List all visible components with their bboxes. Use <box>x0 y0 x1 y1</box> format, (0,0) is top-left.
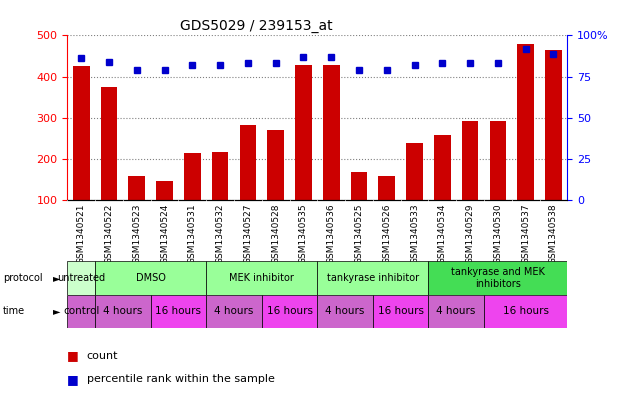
Bar <box>67 295 95 328</box>
Bar <box>484 295 567 328</box>
Bar <box>101 87 117 200</box>
Text: GSM1340528: GSM1340528 <box>271 204 280 264</box>
Text: 4 hours: 4 hours <box>214 307 254 316</box>
Text: GSM1340523: GSM1340523 <box>132 204 141 264</box>
Text: tankyrase inhibitor: tankyrase inhibitor <box>327 273 419 283</box>
Text: GSM1340537: GSM1340537 <box>521 204 530 264</box>
Bar <box>295 65 312 200</box>
Text: protocol: protocol <box>3 273 43 283</box>
Text: 4 hours: 4 hours <box>103 307 142 316</box>
Bar <box>128 176 145 200</box>
Bar <box>428 261 567 295</box>
Bar <box>151 295 206 328</box>
Bar <box>95 261 206 295</box>
Text: GSM1340521: GSM1340521 <box>77 204 86 264</box>
Text: 16 hours: 16 hours <box>503 307 549 316</box>
Text: ■: ■ <box>67 373 79 386</box>
Text: 4 hours: 4 hours <box>326 307 365 316</box>
Text: GSM1340532: GSM1340532 <box>215 204 224 264</box>
Text: untreated: untreated <box>57 273 105 283</box>
Bar <box>323 65 340 200</box>
Text: GSM1340533: GSM1340533 <box>410 204 419 264</box>
Text: time: time <box>3 307 26 316</box>
Bar <box>490 121 506 200</box>
Bar <box>212 152 228 200</box>
Text: GDS5029 / 239153_at: GDS5029 / 239153_at <box>179 19 333 33</box>
Text: percentile rank within the sample: percentile rank within the sample <box>87 374 274 384</box>
Text: GSM1340529: GSM1340529 <box>465 204 474 264</box>
Text: MEK inhibitor: MEK inhibitor <box>229 273 294 283</box>
Bar <box>428 295 484 328</box>
Text: GSM1340535: GSM1340535 <box>299 204 308 264</box>
Bar <box>378 176 395 200</box>
Bar <box>73 66 90 200</box>
Bar <box>317 295 373 328</box>
Bar <box>462 121 478 200</box>
Bar <box>206 295 262 328</box>
Text: GSM1340525: GSM1340525 <box>354 204 363 264</box>
Bar <box>184 153 201 200</box>
Bar <box>517 44 534 200</box>
Bar <box>95 295 151 328</box>
Text: GSM1340536: GSM1340536 <box>327 204 336 264</box>
Text: 16 hours: 16 hours <box>155 307 201 316</box>
Bar <box>156 181 173 200</box>
Bar <box>67 261 95 295</box>
Text: count: count <box>87 351 118 361</box>
Text: DMSO: DMSO <box>136 273 165 283</box>
Bar <box>434 135 451 200</box>
Bar <box>373 295 428 328</box>
Bar <box>206 261 317 295</box>
Text: ►: ► <box>53 273 61 283</box>
Text: 16 hours: 16 hours <box>378 307 424 316</box>
Text: ►: ► <box>53 307 61 316</box>
Text: GSM1340531: GSM1340531 <box>188 204 197 264</box>
Text: GSM1340534: GSM1340534 <box>438 204 447 264</box>
Text: GSM1340524: GSM1340524 <box>160 204 169 264</box>
Text: GSM1340526: GSM1340526 <box>382 204 391 264</box>
Bar <box>262 295 317 328</box>
Text: tankyrase and MEK
inhibitors: tankyrase and MEK inhibitors <box>451 267 545 289</box>
Bar <box>240 125 256 200</box>
Bar <box>267 130 284 200</box>
Text: GSM1340522: GSM1340522 <box>104 204 113 264</box>
Text: 16 hours: 16 hours <box>267 307 313 316</box>
Bar <box>351 173 367 200</box>
Text: control: control <box>63 307 99 316</box>
Text: GSM1340538: GSM1340538 <box>549 204 558 264</box>
Text: GSM1340530: GSM1340530 <box>494 204 503 264</box>
Bar <box>406 143 423 200</box>
Bar <box>545 50 562 200</box>
Bar <box>317 261 428 295</box>
Text: GSM1340527: GSM1340527 <box>244 204 253 264</box>
Text: 4 hours: 4 hours <box>437 307 476 316</box>
Text: ■: ■ <box>67 349 79 362</box>
